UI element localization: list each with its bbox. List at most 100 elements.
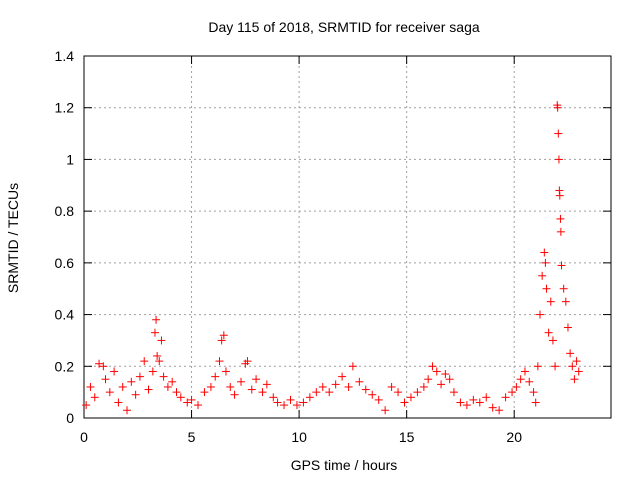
data-point — [243, 357, 252, 366]
data-point — [105, 388, 114, 397]
data-point — [551, 362, 560, 371]
data-point — [501, 393, 510, 402]
data-point — [538, 271, 547, 280]
data-point — [114, 398, 123, 407]
data-point — [187, 395, 196, 404]
data-point — [219, 331, 228, 340]
data-point — [194, 401, 203, 410]
data-point — [312, 388, 321, 397]
data-point — [299, 398, 308, 407]
data-point — [95, 359, 104, 368]
data-point — [419, 382, 428, 391]
data-point — [348, 362, 357, 371]
data-point — [541, 258, 550, 267]
y-tick-label: 0.2 — [55, 358, 75, 374]
data-point — [413, 388, 422, 397]
data-point — [206, 382, 215, 391]
data-point — [172, 388, 181, 397]
data-point — [258, 388, 267, 397]
data-point — [555, 191, 564, 200]
data-point — [437, 380, 446, 389]
data-point — [394, 388, 403, 397]
data-point — [432, 367, 441, 376]
x-tick-labels: 0 5 10 15 20 — [80, 429, 522, 445]
y-tick-label: 1 — [66, 151, 74, 167]
data-point — [482, 393, 491, 402]
x-tick-label: 15 — [399, 429, 415, 445]
y-tick-label: 0.6 — [55, 255, 75, 271]
data-point — [559, 284, 568, 293]
data-point — [183, 398, 192, 407]
data-point — [563, 323, 572, 332]
data-point — [556, 227, 565, 236]
data-point — [211, 372, 220, 381]
data-point — [168, 377, 177, 386]
data-point — [542, 284, 551, 293]
x-tick-label: 0 — [80, 429, 88, 445]
y-tick-label: 1.4 — [55, 48, 75, 64]
data-point — [381, 406, 390, 415]
data-point — [556, 214, 565, 223]
data-point — [280, 401, 289, 410]
data-point — [150, 328, 159, 337]
data-point — [305, 393, 314, 402]
data-point — [428, 362, 437, 371]
data-point — [570, 375, 579, 384]
data-point — [475, 398, 484, 407]
data-point — [269, 393, 278, 402]
data-point — [512, 382, 521, 391]
y-axis-title: SRMTID / TECUs — [5, 183, 21, 293]
data-point — [424, 375, 433, 384]
data-point — [488, 403, 497, 412]
data-point — [163, 382, 172, 391]
data-point — [355, 377, 364, 386]
data-point — [568, 362, 577, 371]
data-point — [90, 393, 99, 402]
axis-ticks — [83, 55, 611, 419]
data-point — [406, 393, 415, 402]
data-point — [176, 393, 185, 402]
y-tick-label: 1.2 — [55, 100, 75, 116]
data-point — [554, 155, 563, 164]
data-point — [553, 103, 562, 112]
plot-frame — [83, 55, 612, 419]
data-point — [561, 297, 570, 306]
data-point — [529, 388, 538, 397]
data-point — [101, 375, 110, 384]
data-point — [525, 377, 534, 386]
data-point — [361, 385, 370, 394]
data-point — [387, 382, 396, 391]
x-tick-label: 20 — [506, 429, 522, 445]
grid-lines — [84, 56, 611, 418]
data-point — [441, 370, 450, 379]
data-point — [237, 377, 246, 386]
data-point — [574, 367, 583, 376]
data-point — [153, 351, 162, 360]
data-point — [247, 385, 256, 394]
data-point — [544, 328, 553, 337]
data-point — [531, 398, 540, 407]
data-point — [159, 372, 168, 381]
data-point — [110, 367, 119, 376]
data-point — [226, 382, 235, 391]
data-point — [286, 395, 295, 404]
data-point — [252, 375, 261, 384]
data-point — [462, 401, 471, 410]
data-point — [520, 367, 529, 376]
data-point — [118, 382, 127, 391]
data-point — [536, 310, 545, 319]
data-point — [155, 357, 164, 366]
data-point — [331, 380, 340, 389]
data-point — [508, 388, 517, 397]
data-point — [318, 382, 327, 391]
data-point — [131, 390, 140, 399]
data-point — [217, 336, 226, 345]
y-tick-label: 0 — [66, 410, 74, 426]
data-point — [374, 395, 383, 404]
data-point — [215, 357, 224, 366]
data-point — [262, 380, 271, 389]
data-point — [456, 398, 465, 407]
y-tick-label: 0.8 — [55, 203, 75, 219]
data-point — [548, 336, 557, 345]
data-point — [572, 357, 581, 366]
